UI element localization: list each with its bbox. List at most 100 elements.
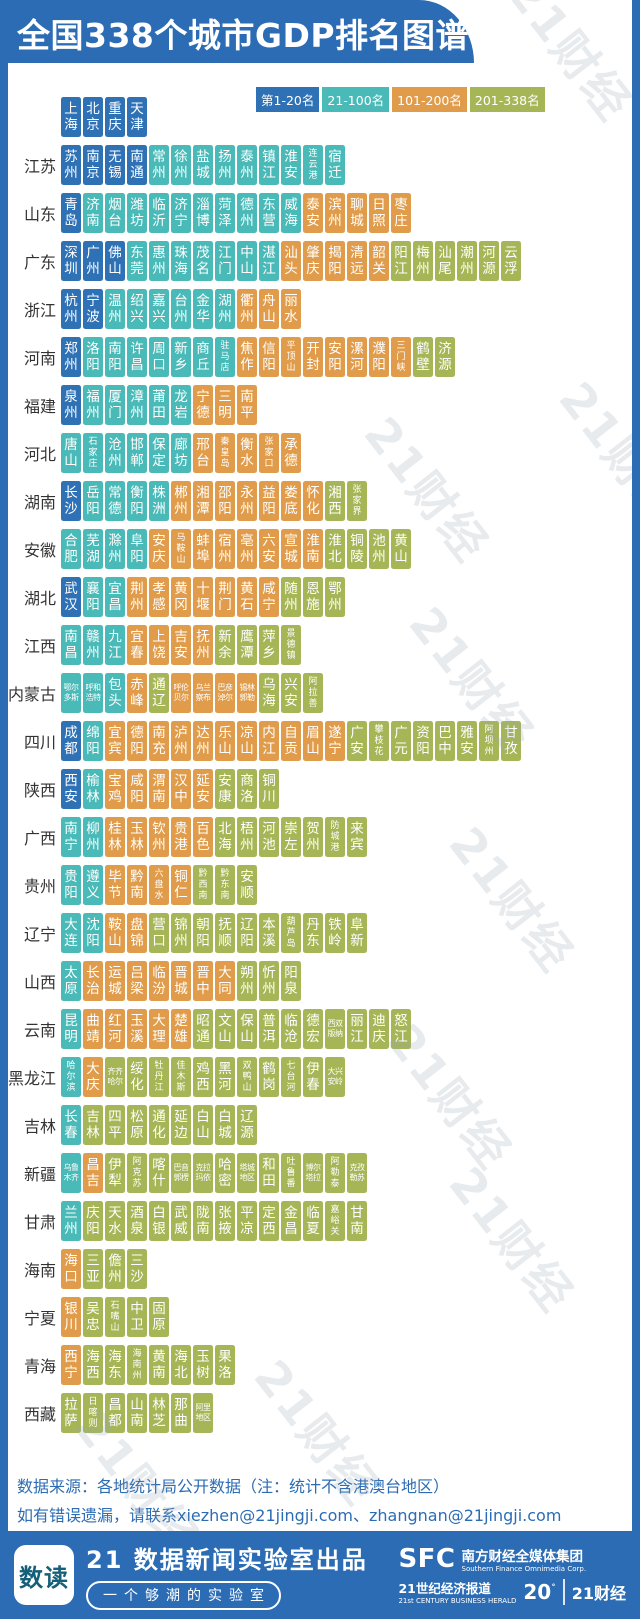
city-tile: 东营 bbox=[259, 193, 279, 233]
city-tile: 鸡西 bbox=[193, 1057, 213, 1097]
province-label: 江西 bbox=[23, 637, 56, 656]
city-tile: 甘孜 bbox=[501, 721, 521, 761]
province-label: 甘肃 bbox=[23, 1213, 56, 1232]
city-tile: 巴中 bbox=[435, 721, 455, 761]
province-row: 西藏拉萨日喀则昌都山南林芝那曲阿里 地区 bbox=[8, 1393, 523, 1433]
city-tile: 黄山 bbox=[391, 529, 411, 569]
city-tile: 上饶 bbox=[149, 625, 169, 665]
city-tile: 威海 bbox=[281, 193, 301, 233]
city-tile: 金华 bbox=[193, 289, 213, 329]
city-tile: 阳泉 bbox=[281, 961, 301, 1001]
legend: 第1-20名 21-100名 101-200名 201-338名 bbox=[256, 87, 545, 112]
city-tile: 厦门 bbox=[105, 385, 125, 425]
city-tile: 佛山 bbox=[105, 241, 125, 281]
city-tile: 白山 bbox=[193, 1105, 213, 1145]
city-tile: 喀什 bbox=[149, 1153, 169, 1193]
province-row: 江苏苏州南京无锡南通常州徐州盐城扬州泰州镇江淮安连云港宿迁 bbox=[8, 145, 523, 185]
bottom-bar: 数读 21 数据新闻实验室出品 一个够潮的实验室 SFC 南方财经全媒体集团 S… bbox=[0, 1531, 640, 1619]
city-tile: 运城 bbox=[105, 961, 125, 1001]
herald-name-en: 21st CENTURY BUSINESS HERALD bbox=[398, 1597, 517, 1605]
city-tile: 忻州 bbox=[259, 961, 279, 1001]
city-tile: 安顺 bbox=[237, 865, 257, 905]
city-tile: 白城 bbox=[215, 1105, 235, 1145]
city-tile: 重庆 bbox=[105, 97, 125, 137]
city-tile: 荆门 bbox=[215, 577, 235, 617]
city-tile: 临沧 bbox=[281, 1009, 301, 1049]
city-tile: 来宾 bbox=[347, 817, 367, 857]
city-tile: 桂林 bbox=[105, 817, 125, 857]
city-tile: 广元 bbox=[391, 721, 411, 761]
city-tile: 孝感 bbox=[149, 577, 169, 617]
city-tile: 邯郸 bbox=[127, 433, 147, 473]
city-tile: 凉山 bbox=[237, 721, 257, 761]
city-tile: 岳阳 bbox=[83, 481, 103, 521]
city-tile: 宿州 bbox=[215, 529, 235, 569]
city-tile: 镇江 bbox=[259, 145, 279, 185]
city-tile: 清远 bbox=[347, 241, 367, 281]
city-tile: 沈阳 bbox=[83, 913, 103, 953]
city-tile: 上海 bbox=[61, 97, 81, 137]
city-tile: 德阳 bbox=[127, 721, 147, 761]
city-tile: 吉安 bbox=[171, 625, 191, 665]
province-label: 吉林 bbox=[23, 1117, 56, 1136]
city-tile: 酒泉 bbox=[127, 1201, 147, 1241]
page-title: 全国338个城市GDP排名图谱 bbox=[17, 16, 470, 55]
city-tile: 蚌埠 bbox=[193, 529, 213, 569]
city-tile: 攀枝花 bbox=[369, 721, 389, 761]
city-tile: 辽源 bbox=[237, 1105, 257, 1145]
city-tile: 内江 bbox=[259, 721, 279, 761]
city-tile: 四平 bbox=[105, 1105, 125, 1145]
city-tile: 张家口 bbox=[259, 433, 279, 473]
city-tile: 楚雄 bbox=[171, 1009, 191, 1049]
city-tile: 江门 bbox=[215, 241, 235, 281]
city-tile: 鹰潭 bbox=[237, 625, 257, 665]
city-tile: 丽水 bbox=[281, 289, 301, 329]
city-tile: 惠州 bbox=[149, 241, 169, 281]
province-label: 云南 bbox=[23, 1021, 56, 1040]
city-tile: 大兴 安岭 bbox=[325, 1057, 345, 1097]
city-tile: 山南 bbox=[127, 1393, 147, 1433]
city-tile: 湛江 bbox=[259, 241, 279, 281]
city-tile: 鹤岗 bbox=[259, 1057, 279, 1097]
city-tile: 河源 bbox=[479, 241, 499, 281]
city-tile: 黑河 bbox=[215, 1057, 235, 1097]
city-tile: 许昌 bbox=[127, 337, 147, 377]
province-row: 青海西宁海西海东海南州黄南海北玉树果洛 bbox=[8, 1345, 523, 1385]
city-tile: 衡阳 bbox=[127, 481, 147, 521]
province-row: 安徽合肥芜湖滁州阜阳安庆马鞍山蚌埠宿州亳州六安宣城淮南淮北铜陵池州黄山 bbox=[8, 529, 523, 569]
city-tile: 绍兴 bbox=[127, 289, 147, 329]
city-tile: 深圳 bbox=[61, 241, 81, 281]
city-tile: 庆阳 bbox=[83, 1201, 103, 1241]
city-tile: 遵义 bbox=[83, 865, 103, 905]
city-tile: 武威 bbox=[171, 1201, 191, 1241]
frame-right bbox=[632, 0, 640, 1619]
city-tile: 梅州 bbox=[413, 241, 433, 281]
city-tile: 新余 bbox=[215, 625, 235, 665]
city-tile: 永州 bbox=[237, 481, 257, 521]
city-tile: 南京 bbox=[83, 145, 103, 185]
city-tile: 松原 bbox=[127, 1105, 147, 1145]
city-tile: 兰州 bbox=[61, 1201, 81, 1241]
city-tile: 西宁 bbox=[61, 1345, 81, 1385]
province-row: 黑龙江哈尔滨大庆齐齐 哈尔绥化牡丹江佳木斯鸡西黑河双鸭山鹤岗七台河伊春大兴 安岭 bbox=[8, 1057, 523, 1097]
city-tile: 黔东南 bbox=[215, 865, 235, 905]
city-tile: 恩施 bbox=[303, 577, 323, 617]
city-tile: 巴彦 淖尔 bbox=[215, 673, 235, 713]
city-tile: 临夏 bbox=[303, 1201, 323, 1241]
city-tile: 徐州 bbox=[171, 145, 191, 185]
city-tile: 驻马店 bbox=[215, 337, 235, 377]
city-tile: 扬州 bbox=[215, 145, 235, 185]
city-tile: 渭南 bbox=[149, 769, 169, 809]
city-tile: 潍坊 bbox=[127, 193, 147, 233]
city-tile: 苏州 bbox=[61, 145, 81, 185]
city-tile: 新乡 bbox=[171, 337, 191, 377]
city-tile: 铁岭 bbox=[325, 913, 345, 953]
city-tile: 哈尔滨 bbox=[61, 1057, 81, 1097]
city-tile: 太原 bbox=[61, 961, 81, 1001]
city-tile: 黔南 bbox=[127, 865, 147, 905]
city-tile: 和田 bbox=[259, 1153, 279, 1193]
province-label: 宁夏 bbox=[23, 1309, 56, 1328]
city-tile: 温州 bbox=[105, 289, 125, 329]
city-tile: 连云港 bbox=[303, 145, 323, 185]
city-tile: 南昌 bbox=[61, 625, 81, 665]
